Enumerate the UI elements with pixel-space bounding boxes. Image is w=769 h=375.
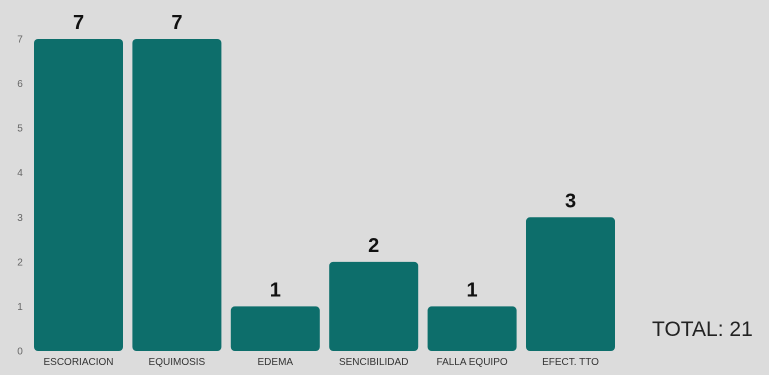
bar [230,306,320,351]
x-tick-label: SENCIBILIDAD [339,357,408,368]
bar [526,217,615,351]
bar [329,261,419,351]
bar [132,39,222,351]
total-label: TOTAL: 21 [652,318,753,341]
bar [427,306,517,351]
y-tick-label: 3 [17,213,23,224]
data-label: 2 [368,235,379,257]
y-tick-label: 6 [17,79,23,90]
x-tick-label: ESCORIACION [43,357,113,368]
y-tick-label: 0 [17,347,23,358]
data-label: 1 [270,279,281,301]
data-label: 7 [73,12,84,34]
data-label: 1 [467,279,478,301]
x-tick-label: EQUIMOSIS [149,357,206,368]
data-label: 3 [565,190,576,212]
y-tick-label: 2 [17,257,23,268]
y-tick-label: 1 [17,302,23,313]
y-tick-label: 7 [17,35,23,46]
x-tick-label: EFECT. TTO [542,357,599,368]
data-label: 7 [171,12,182,34]
bar [34,39,123,351]
y-tick-label: 4 [17,168,23,179]
x-tick-label: FALLA EQUIPO [437,357,508,368]
x-tick-label: EDEMA [258,357,294,368]
y-tick-label: 5 [17,124,23,135]
